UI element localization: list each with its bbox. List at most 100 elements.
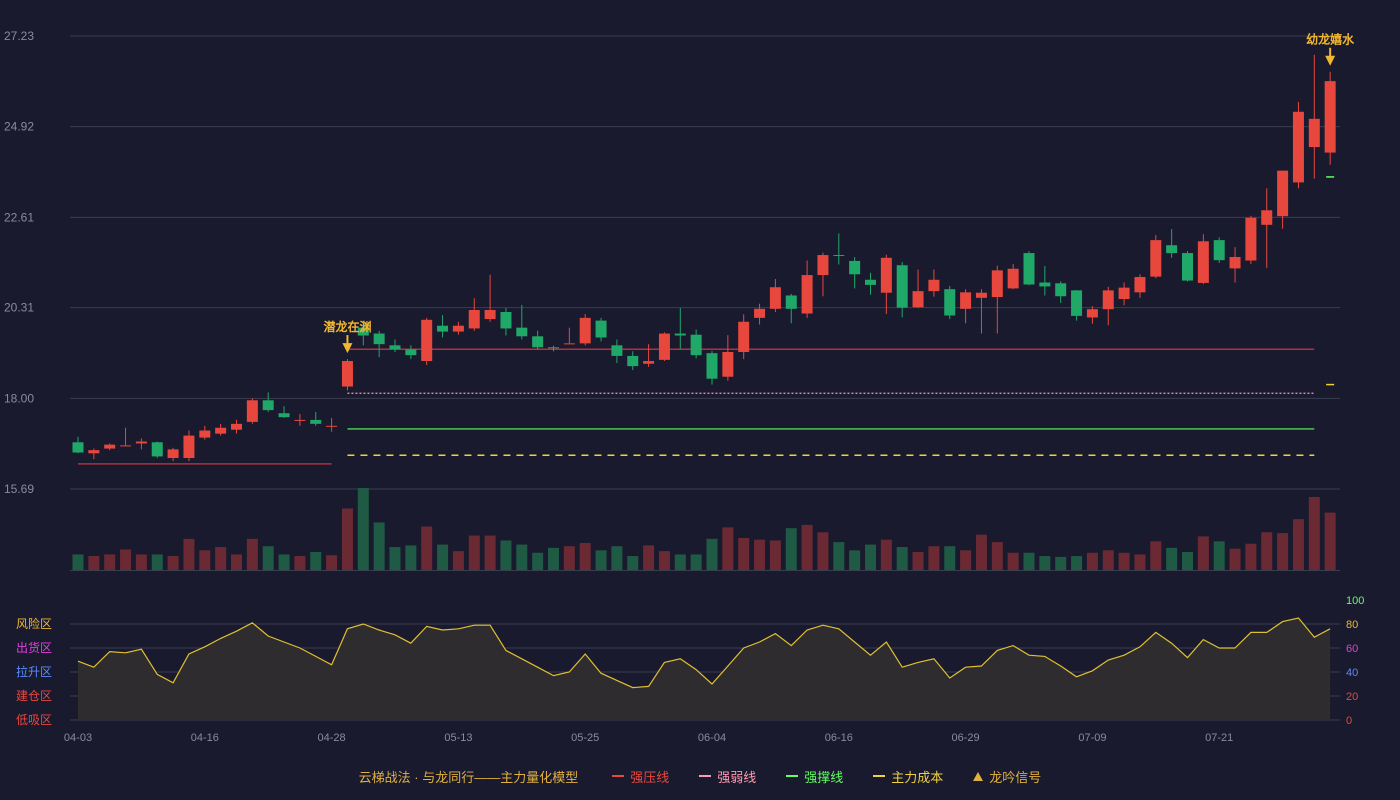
volume-bar <box>183 538 195 570</box>
volume-bar <box>722 527 734 570</box>
candle-body <box>1023 253 1035 285</box>
legend-label-signal: 龙吟信号 <box>989 769 1042 785</box>
volume-bar <box>738 538 750 570</box>
candle-body <box>674 333 686 336</box>
candle-body <box>516 327 528 337</box>
volume-bar <box>1197 536 1209 570</box>
candle-body <box>389 345 401 350</box>
x-tick-label: 07-21 <box>1205 732 1233 744</box>
legend-item-cost[interactable]: 主力成本 <box>873 767 943 786</box>
legend-item-support[interactable]: 强撑线 <box>786 767 843 786</box>
oscillator-tick-label: 0 <box>1346 715 1352 727</box>
x-tick-label: 04-28 <box>318 732 346 744</box>
volume-bar <box>611 546 623 570</box>
volume-bar <box>421 526 433 570</box>
volume-bar <box>72 554 84 570</box>
support-line-swatch-icon <box>786 775 799 777</box>
price-tick-label: 24.92 <box>4 120 34 134</box>
candle-body <box>769 287 781 309</box>
candle-body <box>294 419 306 421</box>
volume-bar <box>548 547 559 570</box>
candle-body <box>88 450 100 454</box>
signal-label: 潜龙在渊 <box>323 319 371 334</box>
volume-bar <box>341 508 353 570</box>
candle-body <box>310 419 322 424</box>
weak-line-swatch-icon <box>699 775 712 777</box>
x-tick-label: 07-09 <box>1078 732 1106 744</box>
candle-body <box>960 292 972 309</box>
oscillator-tick-label: 20 <box>1346 691 1358 703</box>
volume-bar <box>373 522 385 570</box>
candle-body <box>1150 240 1162 277</box>
volume-bar <box>215 547 227 570</box>
legend-item-signal[interactable]: 龙吟信号 <box>973 767 1041 786</box>
volume-bar <box>817 532 829 570</box>
candle-body <box>104 444 116 449</box>
volume-bar <box>135 554 147 570</box>
volume-bar <box>880 539 892 570</box>
candle-body <box>262 400 274 411</box>
candle-body <box>801 275 813 314</box>
volume-bar <box>912 551 924 570</box>
volume-bar <box>1150 541 1162 570</box>
volume-bar <box>944 546 956 570</box>
candle-body <box>500 311 512 329</box>
candle-body <box>627 355 639 367</box>
candle-body <box>865 279 876 285</box>
candle-body <box>849 260 861 275</box>
signal-arrow-icon <box>1325 55 1336 66</box>
candle-body <box>1292 111 1304 183</box>
candle-body <box>690 334 702 356</box>
volume-bar <box>754 539 766 570</box>
candle-body <box>706 353 718 379</box>
volume-bar <box>991 542 1003 570</box>
signal-arrow-icon <box>342 343 353 354</box>
legend-item-pressure[interactable]: 强压线 <box>612 767 669 786</box>
candle-body <box>658 333 670 360</box>
candle-body <box>754 308 766 318</box>
volume-bar <box>1213 541 1225 570</box>
volume-bar <box>643 545 655 570</box>
candle-body <box>880 257 892 293</box>
legend-title: 云梯战法 · 与龙同行——主力量化模型 <box>358 769 579 785</box>
volume-bar <box>88 556 100 570</box>
oscillator-area <box>78 618 1331 720</box>
volume-bar <box>1182 551 1193 570</box>
candle-body <box>1213 240 1225 261</box>
candle-body <box>817 255 829 276</box>
volume-bar <box>310 551 322 570</box>
candle-body <box>738 321 750 353</box>
volume-bar <box>928 546 940 570</box>
volume-bar <box>484 535 496 570</box>
volume-bar <box>120 549 132 570</box>
cost-line-swatch-icon <box>873 775 886 777</box>
volume-bar <box>627 556 639 570</box>
volume-bar <box>532 552 544 570</box>
candle-body <box>167 449 179 458</box>
legend-item-weak[interactable]: 强弱线 <box>699 767 756 786</box>
volume-bar <box>1166 547 1178 570</box>
volume-bar <box>262 546 274 570</box>
volume-bar <box>1229 548 1241 570</box>
oscillator-zone-label: 风险区 <box>16 616 52 631</box>
price-tick-label: 20.31 <box>4 301 34 315</box>
candle-body <box>437 325 449 332</box>
candle-body <box>246 400 258 422</box>
volume-bar <box>579 542 591 570</box>
x-tick-label: 05-25 <box>571 732 599 744</box>
candle-body <box>595 320 607 338</box>
candle-body <box>72 442 84 453</box>
volume-bar <box>326 555 338 570</box>
volume-bar <box>357 488 369 570</box>
volume-bar <box>1039 556 1051 570</box>
candle-body <box>231 423 242 430</box>
legend-label-support: 强撑线 <box>804 769 844 785</box>
candle-body <box>548 347 559 349</box>
legend-label-pressure: 强压线 <box>630 769 670 785</box>
volume-bar <box>516 544 528 570</box>
volume-bar <box>865 544 876 570</box>
volume-bar <box>595 550 607 570</box>
volume-bar <box>294 556 306 570</box>
price-tick-label: 15.69 <box>4 482 34 496</box>
